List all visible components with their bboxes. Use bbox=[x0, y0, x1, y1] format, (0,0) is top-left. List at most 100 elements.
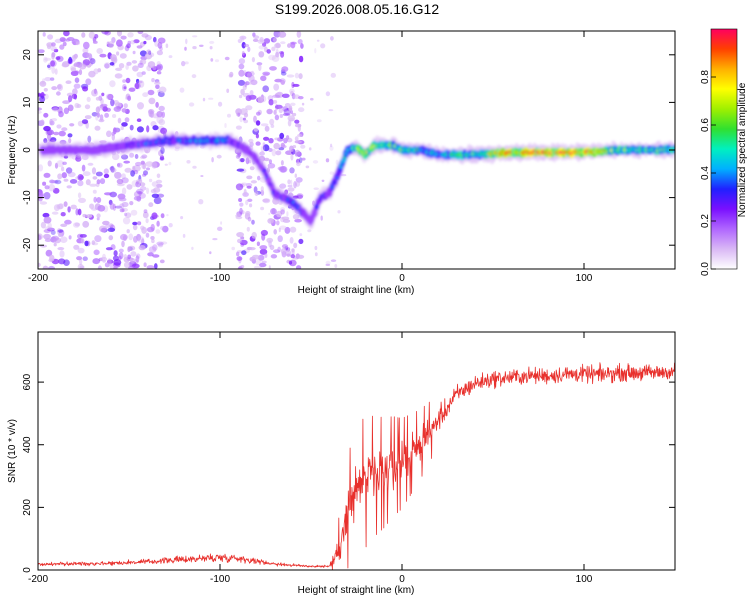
noise-blob bbox=[47, 222, 52, 230]
noise-blob bbox=[43, 93, 49, 100]
noise-blob bbox=[280, 160, 284, 166]
noise-blob bbox=[110, 99, 115, 107]
noise-blob bbox=[101, 92, 105, 97]
noise-blob bbox=[261, 260, 267, 264]
noise-blob bbox=[148, 178, 153, 183]
noise-blob bbox=[256, 241, 260, 247]
noise-blob bbox=[240, 88, 245, 96]
noise-blob bbox=[146, 265, 155, 269]
snr-background bbox=[38, 332, 675, 570]
noise-blob bbox=[51, 86, 58, 91]
noise-blob bbox=[298, 55, 304, 63]
noise-blob bbox=[296, 31, 302, 38]
colorbar-gradient bbox=[710, 28, 738, 270]
noise-blob bbox=[299, 157, 303, 164]
noise-blob bbox=[148, 113, 154, 118]
x-tick-label: 100 bbox=[576, 574, 593, 585]
noise-blob bbox=[140, 160, 145, 165]
noise-blob bbox=[280, 209, 285, 215]
noise-blob bbox=[96, 112, 100, 118]
noise-blob bbox=[49, 59, 57, 68]
noise-blob bbox=[136, 118, 142, 122]
noise-blob bbox=[211, 157, 214, 163]
noise-blob bbox=[126, 229, 130, 234]
noise-blob bbox=[269, 244, 275, 251]
noise-blob bbox=[127, 246, 131, 253]
noise-blob bbox=[156, 111, 163, 118]
noise-blob bbox=[40, 119, 45, 126]
noise-blob bbox=[310, 97, 314, 101]
noise-blob bbox=[224, 56, 230, 61]
noise-blob bbox=[255, 111, 261, 116]
noise-blob bbox=[61, 127, 68, 132]
noise-blob bbox=[77, 208, 82, 216]
noise-blob bbox=[77, 120, 84, 127]
noise-blob bbox=[127, 254, 132, 260]
noise-blob bbox=[151, 212, 158, 220]
noise-blob bbox=[276, 220, 280, 226]
noise-blob bbox=[82, 213, 87, 218]
noise-blob bbox=[137, 62, 144, 68]
noise-blob bbox=[271, 148, 277, 157]
noise-blob bbox=[136, 45, 143, 49]
snr-panel: -200 -100 0 100 0 200 400 600 Height of straig… bbox=[7, 331, 676, 596]
noise-blob bbox=[66, 185, 72, 189]
noise-blob bbox=[268, 54, 276, 61]
noise-blob bbox=[74, 222, 81, 227]
noise-blob bbox=[135, 255, 140, 263]
noise-blob bbox=[337, 210, 341, 214]
noise-blob bbox=[262, 144, 270, 152]
noise-blob bbox=[123, 86, 127, 90]
colorbar-tick-label: 0.0 bbox=[700, 262, 711, 276]
noise-blob bbox=[236, 256, 243, 261]
noise-blob bbox=[107, 259, 114, 264]
noise-blob bbox=[289, 237, 294, 244]
spectrogram-x-ticks: -200 -100 0 100 bbox=[28, 31, 593, 284]
colorbar-ticks: 0.0 0.2 0.4 0.6 0.8 bbox=[700, 70, 716, 276]
noise-blob bbox=[143, 40, 147, 45]
colorbar-tick-label: 0.2 bbox=[700, 214, 711, 228]
snr-y-label: SNR (10 * v/v) bbox=[7, 419, 18, 483]
noise-blob bbox=[282, 219, 291, 223]
noise-blob bbox=[106, 41, 110, 47]
noise-blob bbox=[49, 118, 53, 126]
noise-blob bbox=[125, 77, 131, 84]
noise-blob bbox=[96, 48, 103, 54]
noise-blob bbox=[235, 125, 242, 130]
noise-blob bbox=[132, 65, 139, 72]
noise-blob bbox=[107, 258, 112, 266]
noise-blob bbox=[47, 64, 51, 69]
noise-blob bbox=[316, 39, 320, 42]
noise-blob bbox=[123, 103, 128, 109]
snr-marks bbox=[38, 362, 675, 570]
x-tick-label: -100 bbox=[210, 273, 230, 284]
noise-blob bbox=[125, 212, 132, 218]
noise-blob bbox=[158, 119, 166, 126]
noise-blob bbox=[301, 102, 305, 106]
noise-blob bbox=[128, 265, 135, 269]
noise-blob bbox=[281, 244, 289, 249]
noise-blob bbox=[292, 112, 297, 117]
noise-blob bbox=[104, 112, 109, 118]
noise-blob bbox=[89, 203, 95, 209]
noise-blob bbox=[105, 247, 113, 251]
noise-blob bbox=[86, 214, 93, 218]
noise-blob bbox=[89, 183, 97, 187]
noise-blob bbox=[274, 114, 280, 121]
noise-blob bbox=[136, 71, 144, 78]
noise-blob bbox=[293, 181, 297, 189]
noise-blob bbox=[251, 70, 254, 73]
noise-blob bbox=[116, 106, 121, 110]
noise-blob bbox=[290, 102, 296, 107]
noise-blob bbox=[264, 157, 270, 162]
noise-blob bbox=[156, 61, 161, 67]
noise-blob bbox=[278, 227, 281, 233]
noise-blob bbox=[145, 218, 149, 224]
noise-blob bbox=[241, 182, 247, 185]
noise-blob bbox=[154, 263, 158, 269]
noise-blob bbox=[278, 107, 283, 114]
noise-blob bbox=[146, 187, 150, 194]
noise-blob bbox=[241, 250, 247, 256]
noise-blob bbox=[130, 40, 136, 45]
noise-blob bbox=[41, 78, 45, 84]
